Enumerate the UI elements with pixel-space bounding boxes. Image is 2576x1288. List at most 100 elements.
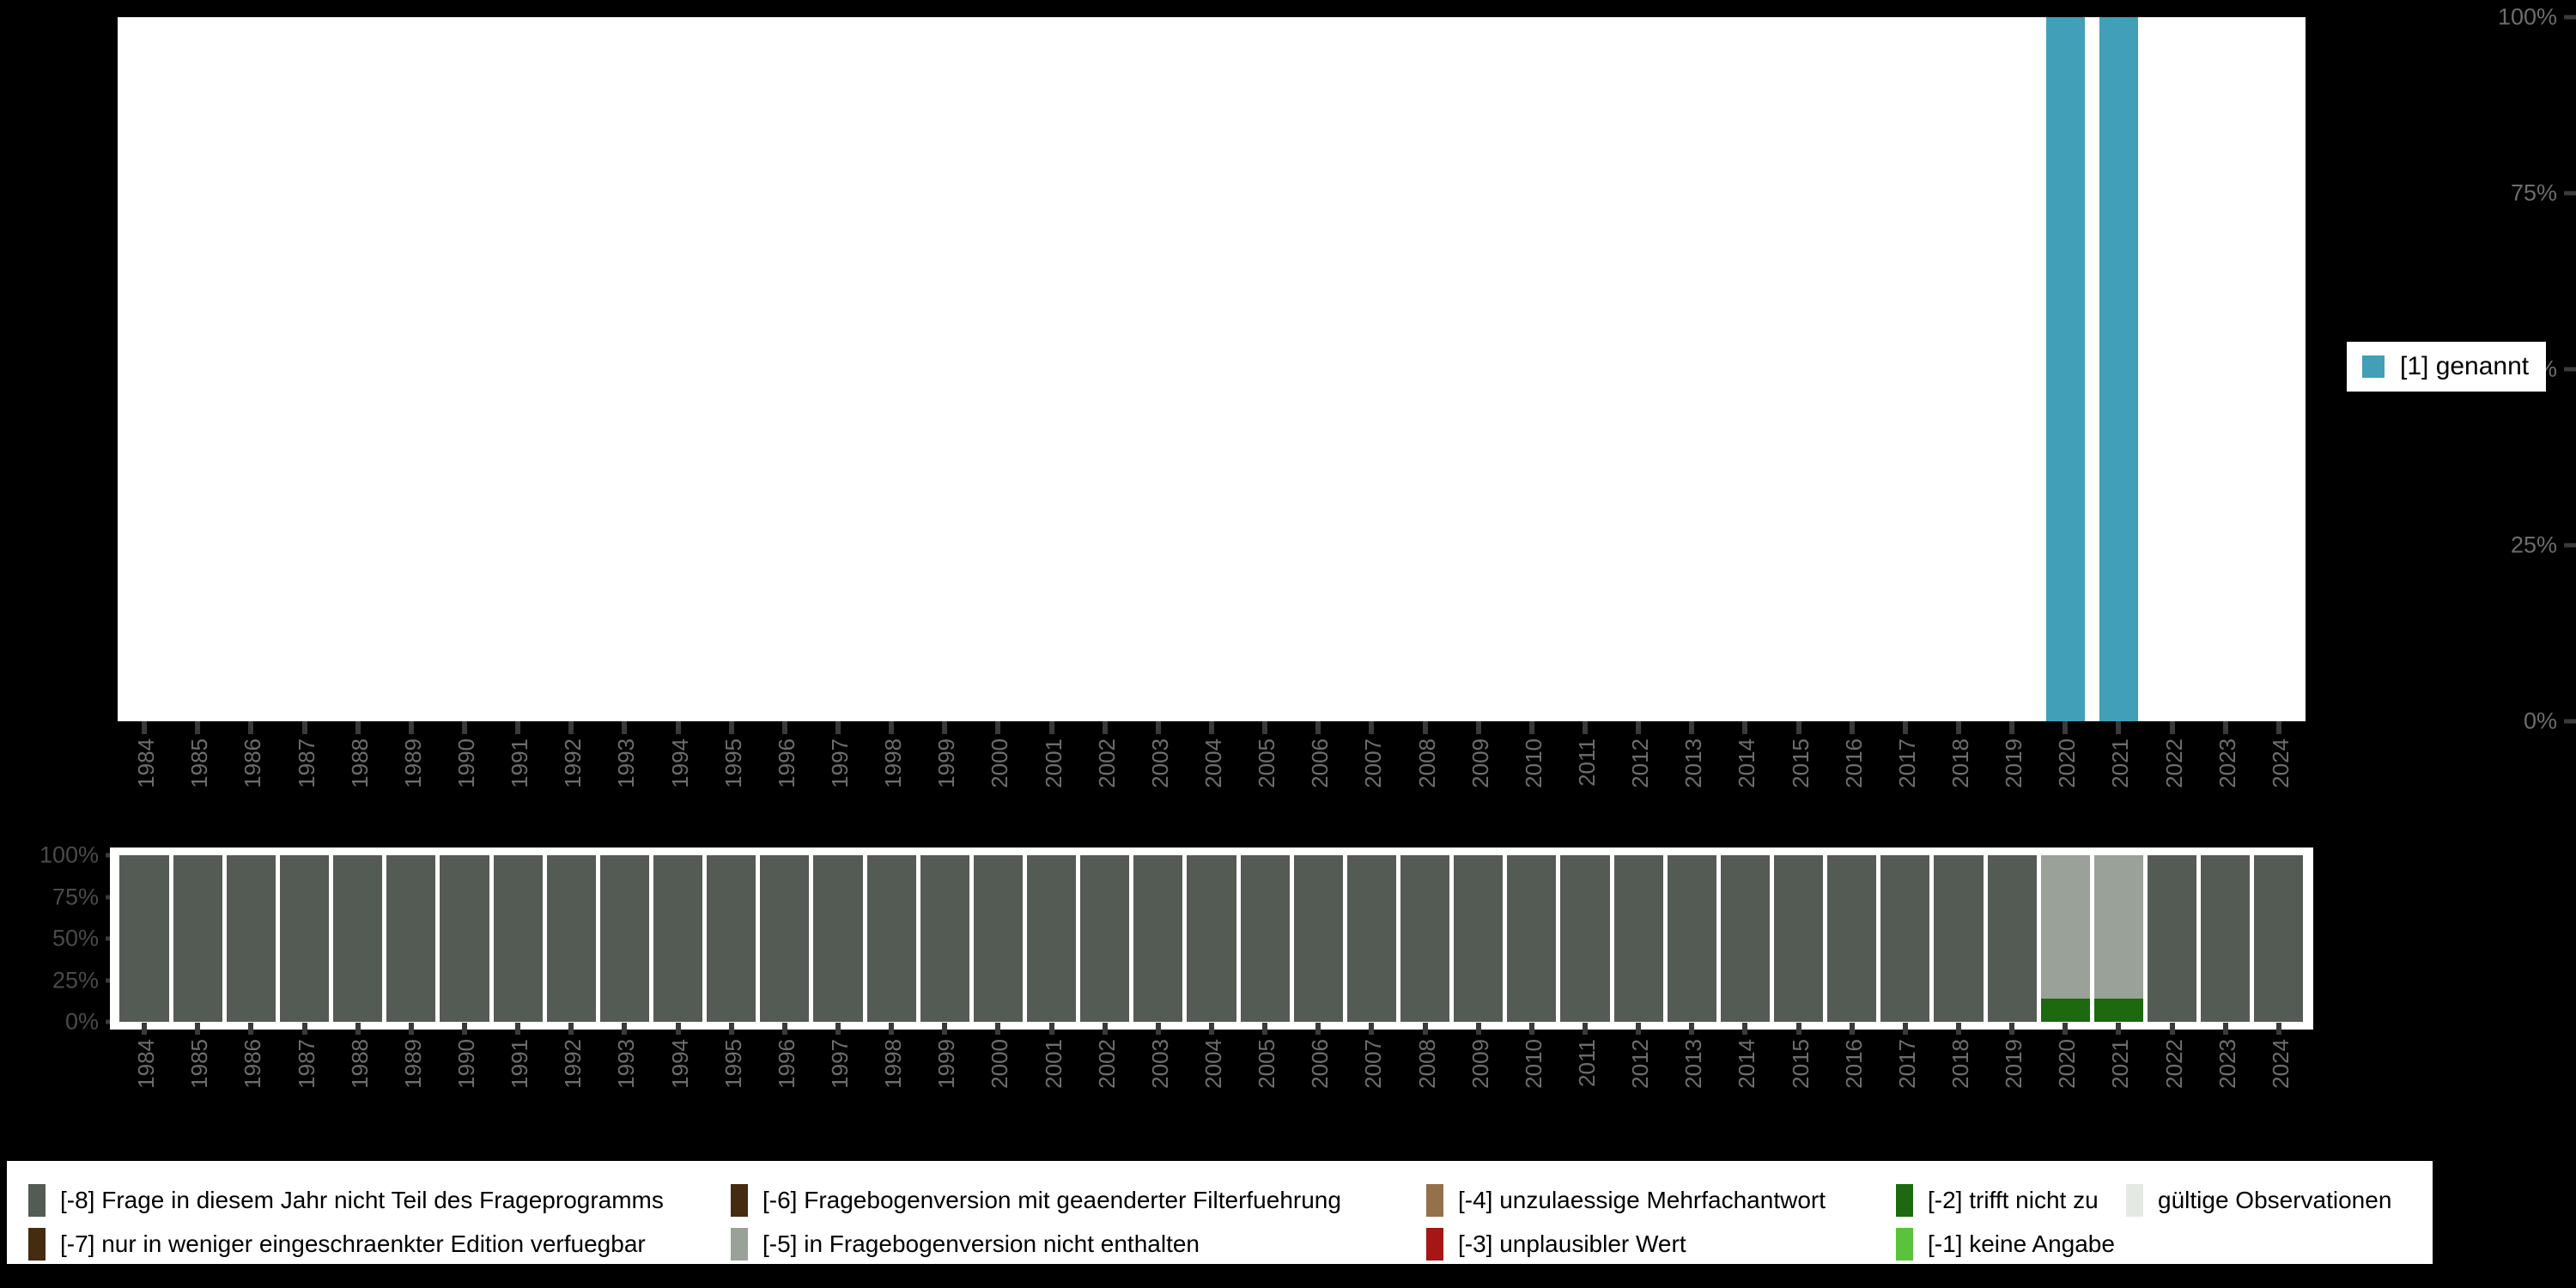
- bottom-chart-bar-segment[interactable]: [279, 855, 330, 1022]
- bottom-chart-bar-segment[interactable]: [1400, 855, 1450, 1022]
- bottom-chart-bar-segment[interactable]: [1080, 855, 1130, 1022]
- bottom-chart-stacked-bar[interactable]: [1934, 855, 1984, 1022]
- bottom-chart-bar-segment[interactable]: [1827, 855, 1877, 1022]
- top-chart-bar-slot[interactable]: [224, 17, 277, 721]
- bottom-chart-stacked-bar[interactable]: [1293, 855, 1343, 1022]
- top-chart-bar-slot[interactable]: [1826, 17, 1879, 721]
- bottom-chart-bar-segment[interactable]: [599, 855, 649, 1022]
- top-chart-bar-slot[interactable]: [1772, 17, 1826, 721]
- bottom-chart-stacked-bar[interactable]: [1133, 855, 1183, 1022]
- bottom-chart-bar-slot[interactable]: [2146, 855, 2199, 1022]
- bottom-chart-bar-segment[interactable]: [813, 855, 863, 1022]
- top-chart-bar-slot[interactable]: [1291, 17, 1345, 721]
- bottom-chart-stacked-bar[interactable]: [1026, 855, 1077, 1022]
- bottom-chart-stacked-bar[interactable]: [813, 855, 863, 1022]
- top-chart-bar-slot[interactable]: [2092, 17, 2145, 721]
- bottom-chart-stacked-bar[interactable]: [973, 855, 1023, 1022]
- bottom-chart-bar-slot[interactable]: [865, 855, 918, 1022]
- bottom-chart-bar-slot[interactable]: [1078, 855, 1132, 1022]
- top-chart-bar-slot[interactable]: [544, 17, 598, 721]
- bottom-chart-bar-slot[interactable]: [1238, 855, 1291, 1022]
- bottom-chart-bar-slot[interactable]: [1452, 855, 1505, 1022]
- bottom-chart-bar-slot[interactable]: [1879, 855, 1932, 1022]
- bottom-chart-stacked-bar[interactable]: [1080, 855, 1130, 1022]
- bottom-chart-bar-segment[interactable]: [973, 855, 1023, 1022]
- bottom-chart-stacked-bar[interactable]: [1187, 855, 1236, 1022]
- bottom-chart-bar-slot[interactable]: [1612, 855, 1665, 1022]
- bottom-chart-stacked-bar[interactable]: [1613, 855, 1663, 1022]
- top-chart-bar-slot[interactable]: [971, 17, 1024, 721]
- bottom-chart-bar-segment[interactable]: [2040, 855, 2090, 999]
- bottom-chart-bar-segment[interactable]: [866, 855, 916, 1022]
- bottom-chart-bar-slot[interactable]: [811, 855, 865, 1022]
- bottom-chart-bar-slot[interactable]: [1024, 855, 1078, 1022]
- bottom-chart-stacked-bar[interactable]: [386, 855, 436, 1022]
- bottom-chart-bar-segment[interactable]: [1613, 855, 1663, 1022]
- top-chart-bar-slot[interactable]: [1078, 17, 1132, 721]
- bottom-chart-bar-segment[interactable]: [2040, 998, 2090, 1022]
- bottom-chart-stacked-bar[interactable]: [1987, 855, 2037, 1022]
- top-chart-bar-slot[interactable]: [1399, 17, 1452, 721]
- bottom-chart-bar-segment[interactable]: [1774, 855, 1824, 1022]
- bottom-chart-stacked-bar[interactable]: [1400, 855, 1450, 1022]
- top-chart-bar-slot[interactable]: [758, 17, 811, 721]
- bottom-chart-stacked-bar[interactable]: [333, 855, 383, 1022]
- bottom-chart-bar-segment[interactable]: [1293, 855, 1343, 1022]
- top-chart-bar-slot[interactable]: [918, 17, 971, 721]
- bottom-chart-stacked-bar[interactable]: [2201, 855, 2251, 1022]
- bottom-chart-bar-slot[interactable]: [1558, 855, 1612, 1022]
- top-chart-bar[interactable]: [2045, 17, 2085, 721]
- bottom-chart-stacked-bar[interactable]: [2148, 855, 2197, 1022]
- bottom-chart-bar-slot[interactable]: [918, 855, 971, 1022]
- bottom-chart-stacked-bar[interactable]: [866, 855, 916, 1022]
- top-chart-bar-slot[interactable]: [1345, 17, 1398, 721]
- bottom-chart-bar-slot[interactable]: [331, 855, 385, 1022]
- bottom-chart-stacked-bar[interactable]: [1774, 855, 1824, 1022]
- top-chart-bar-slot[interactable]: [1985, 17, 2038, 721]
- bottom-chart-bar-slot[interactable]: [2092, 855, 2145, 1022]
- bottom-chart-bar-segment[interactable]: [1346, 855, 1396, 1022]
- bottom-chart-bar-segment[interactable]: [2254, 855, 2304, 1022]
- bottom-chart-bar-slot[interactable]: [971, 855, 1024, 1022]
- bottom-chart-bar-segment[interactable]: [1934, 855, 1984, 1022]
- bottom-chart-bar-slot[interactable]: [651, 855, 704, 1022]
- bottom-chart-bar-segment[interactable]: [1240, 855, 1290, 1022]
- bottom-chart-bar-segment[interactable]: [2093, 998, 2144, 1022]
- bottom-chart-stacked-bar[interactable]: [1720, 855, 1771, 1022]
- bottom-chart-stacked-bar[interactable]: [1454, 855, 1504, 1022]
- bottom-chart-bar-slot[interactable]: [438, 855, 491, 1022]
- bottom-chart-stacked-bar[interactable]: [119, 855, 169, 1022]
- top-chart-bar-slot[interactable]: [1879, 17, 1932, 721]
- bottom-chart-stacked-bar[interactable]: [279, 855, 330, 1022]
- top-chart-bar-slot[interactable]: [1505, 17, 1558, 721]
- bottom-chart-bar-segment[interactable]: [653, 855, 703, 1022]
- bottom-chart-bar-slot[interactable]: [1665, 855, 1718, 1022]
- bottom-chart-bar-segment[interactable]: [440, 855, 489, 1022]
- top-chart-bar-slot[interactable]: [331, 17, 385, 721]
- bottom-chart-bar-slot[interactable]: [1772, 855, 1826, 1022]
- bottom-chart-bar-slot[interactable]: [1718, 855, 1771, 1022]
- bottom-chart-bar-slot[interactable]: [2252, 855, 2306, 1022]
- top-chart-bar-slot[interactable]: [1452, 17, 1505, 721]
- bottom-chart-bar-segment[interactable]: [1880, 855, 1930, 1022]
- bottom-chart-bar-segment[interactable]: [1507, 855, 1557, 1022]
- top-chart-bar-slot[interactable]: [1932, 17, 1985, 721]
- bottom-chart-bar-slot[interactable]: [224, 855, 277, 1022]
- top-chart-bar-slot[interactable]: [2038, 17, 2092, 721]
- bottom-chart-stacked-bar[interactable]: [1667, 855, 1716, 1022]
- bottom-chart-stacked-bar[interactable]: [653, 855, 703, 1022]
- top-chart-bar-slot[interactable]: [491, 17, 544, 721]
- bottom-chart-stacked-bar[interactable]: [1560, 855, 1610, 1022]
- bottom-chart-bar-segment[interactable]: [1454, 855, 1504, 1022]
- bottom-chart-stacked-bar[interactable]: [1827, 855, 1877, 1022]
- bottom-chart-bar-segment[interactable]: [2148, 855, 2197, 1022]
- bottom-chart-bar-segment[interactable]: [1720, 855, 1771, 1022]
- bottom-chart-bar-slot[interactable]: [1291, 855, 1345, 1022]
- bottom-chart-stacked-bar[interactable]: [493, 855, 543, 1022]
- bottom-chart-bar-slot[interactable]: [2199, 855, 2252, 1022]
- bottom-chart-bar-slot[interactable]: [171, 855, 224, 1022]
- bottom-chart-bar-segment[interactable]: [920, 855, 969, 1022]
- bottom-chart-stacked-bar[interactable]: [2040, 855, 2090, 1022]
- bottom-chart-bar-slot[interactable]: [1399, 855, 1452, 1022]
- bottom-chart-bar-slot[interactable]: [385, 855, 438, 1022]
